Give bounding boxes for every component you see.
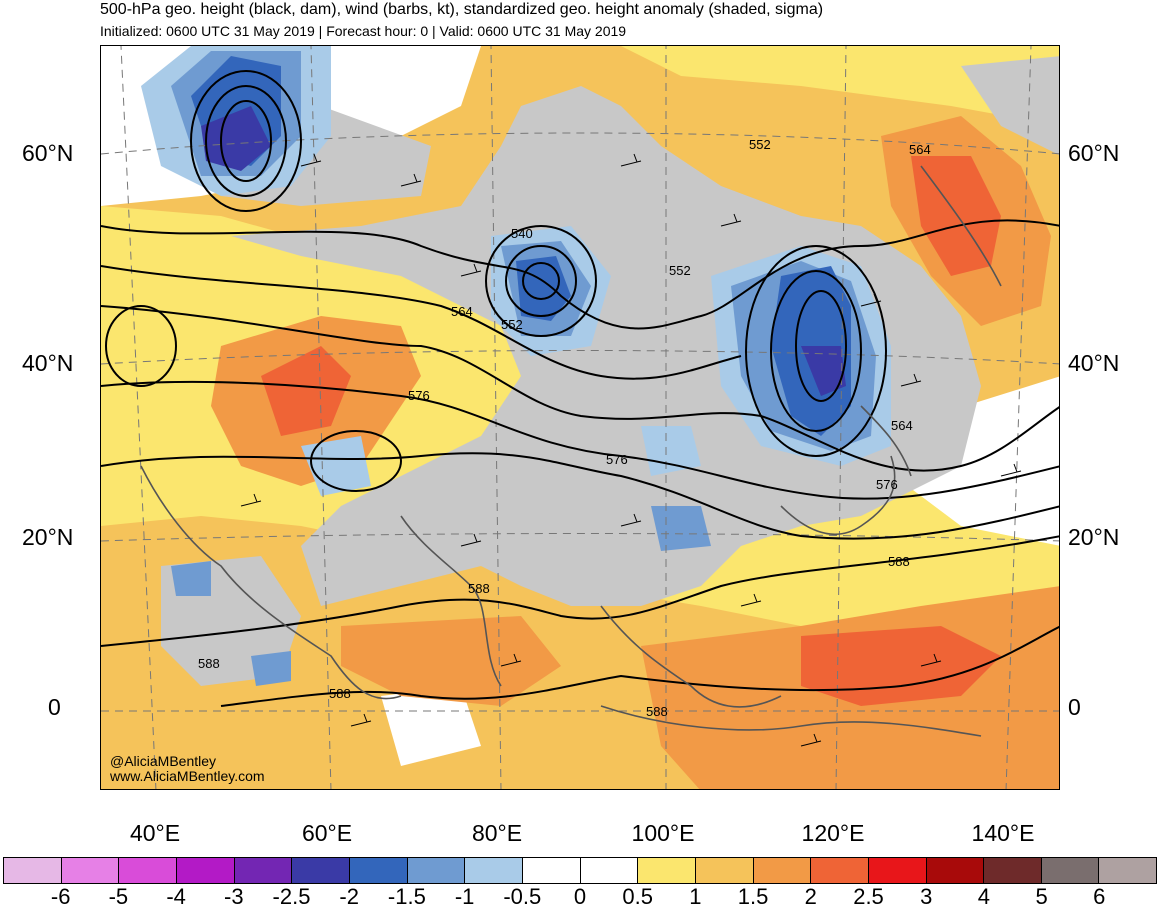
contour-label: 564 bbox=[909, 142, 931, 157]
lat-label-right: 40°N bbox=[1068, 350, 1120, 376]
colorbar-tick-label: 3 bbox=[920, 884, 933, 909]
anomaly-blue-east-core bbox=[801, 346, 846, 396]
lon-label: 140°E bbox=[971, 820, 1035, 846]
colorbar-tick-label: -4 bbox=[166, 884, 186, 909]
contour-label: 540 bbox=[511, 226, 533, 241]
lat-label-left: 20°N bbox=[22, 524, 74, 550]
lon-label: 80°E bbox=[471, 820, 523, 846]
colorbar-swatch bbox=[349, 858, 408, 883]
anomaly-gray-region bbox=[231, 86, 981, 606]
anomaly-yellow-ne bbox=[621, 46, 1059, 126]
anomaly-blue-tibet bbox=[301, 436, 371, 496]
lat-label-right: 0 bbox=[1068, 694, 1081, 720]
map-canvas: 552 564 540 552 564 552 576 576 564 576 … bbox=[101, 46, 1059, 789]
contour-label: 576 bbox=[408, 388, 430, 403]
contour-label: 588 bbox=[468, 581, 490, 596]
anomaly-blue-africa bbox=[251, 651, 291, 686]
colorbar-swatch bbox=[119, 858, 177, 883]
colorbar-swatch bbox=[695, 858, 754, 883]
colorbar-tick-label: -2.5 bbox=[272, 884, 311, 909]
lon-label: 100°E bbox=[631, 820, 695, 846]
colorbar-swatch bbox=[926, 858, 985, 883]
anomaly-red-se bbox=[801, 626, 1001, 706]
anomaly-blue-nw-core bbox=[201, 106, 271, 171]
colorbar-swatch bbox=[292, 858, 350, 883]
anomaly-red-west bbox=[261, 346, 351, 436]
colorbar-swatch bbox=[580, 858, 639, 883]
contour-label: 588 bbox=[888, 554, 910, 569]
lat-label-right: 60°N bbox=[1068, 140, 1120, 166]
colorbar-swatch bbox=[176, 858, 235, 883]
coastlines bbox=[140, 165, 1002, 737]
contour-label: 564 bbox=[451, 304, 473, 319]
colorbar-tick-label: 1.5 bbox=[737, 884, 769, 909]
colorbar-swatch bbox=[1041, 858, 1100, 883]
wind-barbs bbox=[240, 153, 1022, 747]
colorbar-tick-label: 2.5 bbox=[853, 884, 884, 909]
colorbar-tick-label: -1.5 bbox=[387, 884, 426, 909]
anomaly-white-south bbox=[381, 686, 481, 766]
contour-label: 552 bbox=[501, 317, 523, 332]
contour-label: 588 bbox=[646, 704, 668, 719]
anomaly-gray-ne bbox=[961, 56, 1059, 155]
lon-label: 60°E bbox=[301, 820, 353, 846]
contour-label: 576 bbox=[876, 477, 898, 492]
colorbar-tick-label: -6 bbox=[50, 884, 71, 909]
lat-label-left: 60°N bbox=[22, 140, 74, 166]
anomaly-blue-arabia bbox=[171, 561, 211, 596]
chart-title: 500-hPa geo. height (black, dam), wind (… bbox=[100, 1, 824, 18]
lat-label-right: 20°N bbox=[1068, 524, 1120, 550]
contour-label: 576 bbox=[606, 452, 628, 467]
colorbar-swatch bbox=[1099, 858, 1157, 883]
height-contours bbox=[101, 70, 1059, 707]
colorbar-swatch bbox=[465, 858, 523, 883]
colorbar-swatch bbox=[522, 858, 581, 883]
anomaly-orange-south bbox=[341, 616, 561, 706]
anomaly-blue-indochina bbox=[651, 506, 711, 551]
colorbar-swatch bbox=[811, 858, 869, 883]
chart-subtitle: Initialized: 0600 UTC 31 May 2019 | Fore… bbox=[100, 23, 627, 39]
credit-twitter: @AliciaMBentley bbox=[110, 753, 217, 769]
colorbar-swatch bbox=[234, 858, 293, 883]
colorbar-swatch bbox=[407, 858, 466, 883]
lat-label-left: 0 bbox=[48, 694, 61, 720]
colorbar-swatch bbox=[4, 858, 62, 883]
colorbar-swatch bbox=[638, 858, 696, 883]
colorbar-tick-label: 4 bbox=[977, 884, 991, 909]
contour-label: 552 bbox=[669, 263, 691, 278]
colorbar-swatch bbox=[753, 858, 812, 883]
colorbar-tick-label: -2 bbox=[339, 884, 359, 909]
colorbar-swatch bbox=[984, 858, 1042, 883]
credit-website: www.AliciaMBentley.com bbox=[110, 768, 265, 784]
contour-label: 588 bbox=[329, 686, 351, 701]
lat-label-left: 40°N bbox=[22, 350, 74, 376]
colorbar-labels: -6 -5 -4 -3 -2.5 -2 -1.5 -1 -0.5 0 0.5 1 1.5 2 2.5 3 4 5 6 bbox=[0, 884, 1160, 912]
contour-label-group: 552 564 540 552 564 552 576 576 564 576 … bbox=[198, 137, 931, 719]
colorbar bbox=[3, 857, 1157, 884]
colorbar-tick-label: 1 bbox=[689, 884, 702, 909]
colorbar-tick-label: -0.5 bbox=[503, 884, 542, 909]
contour-label: 564 bbox=[891, 418, 913, 433]
colorbar-tick-label: 0.5 bbox=[622, 884, 653, 909]
map-panel: 552 564 540 552 564 552 576 576 564 576 … bbox=[100, 45, 1060, 790]
contour-label: 552 bbox=[749, 137, 771, 152]
colorbar-swatch bbox=[868, 858, 927, 883]
colorbar-tick-label: 2 bbox=[804, 884, 817, 909]
colorbar-tick-label: 6 bbox=[1093, 884, 1106, 909]
colorbar-tick-label: -1 bbox=[454, 884, 475, 909]
graticule bbox=[101, 46, 1059, 789]
colorbar-swatch bbox=[61, 858, 120, 883]
anomaly-blue-south-china bbox=[641, 426, 701, 476]
colorbar-tick-label: 0 bbox=[573, 884, 587, 909]
contour-label: 588 bbox=[198, 656, 220, 671]
colorbar-tick-label: -5 bbox=[108, 884, 129, 909]
lon-label: 40°E bbox=[129, 820, 181, 846]
lon-label: 120°E bbox=[801, 820, 865, 846]
colorbar-tick-label: 5 bbox=[1035, 884, 1048, 909]
colorbar-tick-label: -3 bbox=[224, 884, 244, 909]
